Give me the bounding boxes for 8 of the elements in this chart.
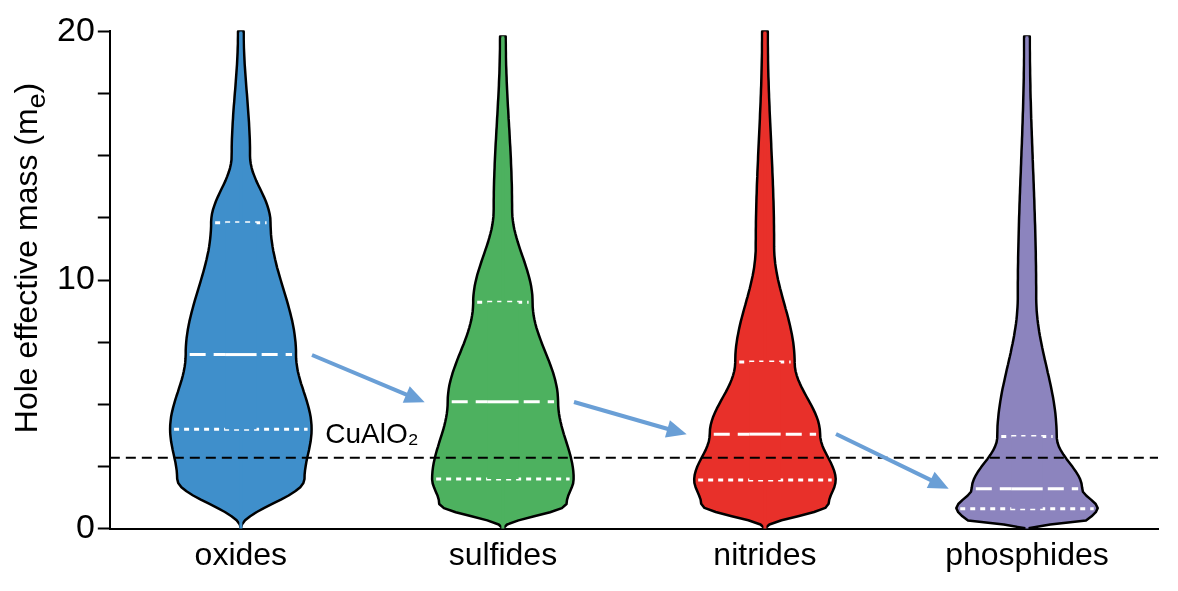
ref-line-label: CuAlO₂: [325, 418, 419, 450]
x-tick-label: oxides: [194, 535, 288, 572]
x-tick-label: sulfides: [448, 535, 558, 572]
y-tick-label: 10: [56, 258, 95, 297]
x-tick-label: phosphides: [945, 535, 1109, 572]
y-tick-label: 0: [75, 506, 95, 545]
x-tick-label: nitrides: [713, 535, 817, 572]
y-tick-label: 20: [56, 9, 95, 48]
